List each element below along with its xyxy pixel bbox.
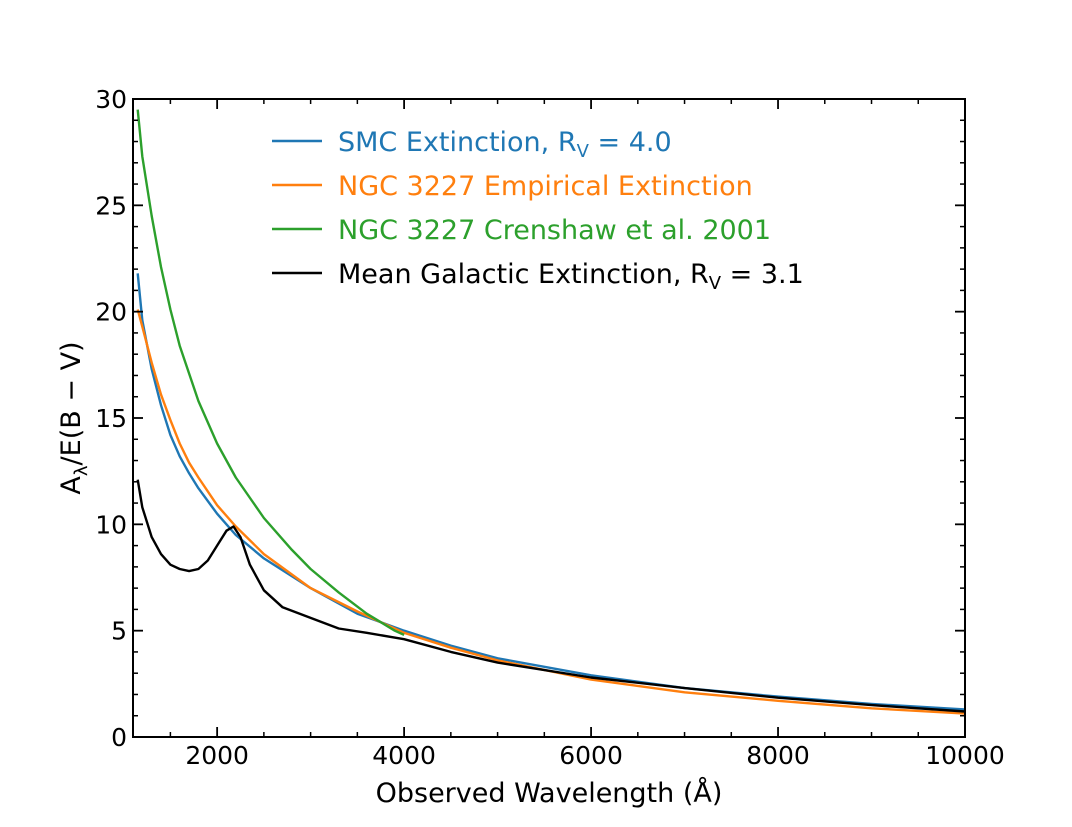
y-tick-label: 30 [95,85,127,114]
y-tick-label: 20 [95,298,127,327]
curves-layer [136,109,966,715]
y-axis-label-main: A [56,476,87,495]
y-tick-label: 10 [95,510,127,539]
x-tick-label: 6000 [559,741,623,770]
ticks-layer: 2000 4000 6000 8000 10000 0 5 10 15 20 25 30 [95,85,1005,770]
x-axis-label: Observed Wavelength (Å) [376,777,723,809]
series-line-3 [136,479,966,713]
legend-label-3: Mean Galactic Extinction, RV = 3.1 [338,259,804,294]
x-tick-label: 8000 [746,741,810,770]
y-tick-label: 25 [95,191,127,220]
y-axis-label-rest: /E(B − V) [56,341,87,465]
y-tick-label: 15 [95,404,127,433]
legend: SMC Extinction, RV = 4.0 NGC 3227 Empiric… [272,127,804,294]
x-tick-label: 2000 [185,741,249,770]
plot-frame [132,98,966,738]
y-tick-label: 5 [111,617,127,646]
series-line-0 [136,273,966,711]
y-tick-label: 0 [111,723,127,752]
y-axis-label: Aλ/E(B − V) [56,341,92,494]
legend-label-1: NGC 3227 Empirical Extinction [338,171,753,202]
x-tick-label: 4000 [372,741,436,770]
series-line-1 [136,309,966,715]
x-tick-label: 10000 [925,741,1005,770]
y-axis-label-sub: λ [71,465,92,476]
series-line-2 [136,109,405,636]
legend-label-2: NGC 3227 Crenshaw et al. 2001 [338,215,771,246]
legend-label-0: SMC Extinction, RV = 4.0 [338,127,672,162]
